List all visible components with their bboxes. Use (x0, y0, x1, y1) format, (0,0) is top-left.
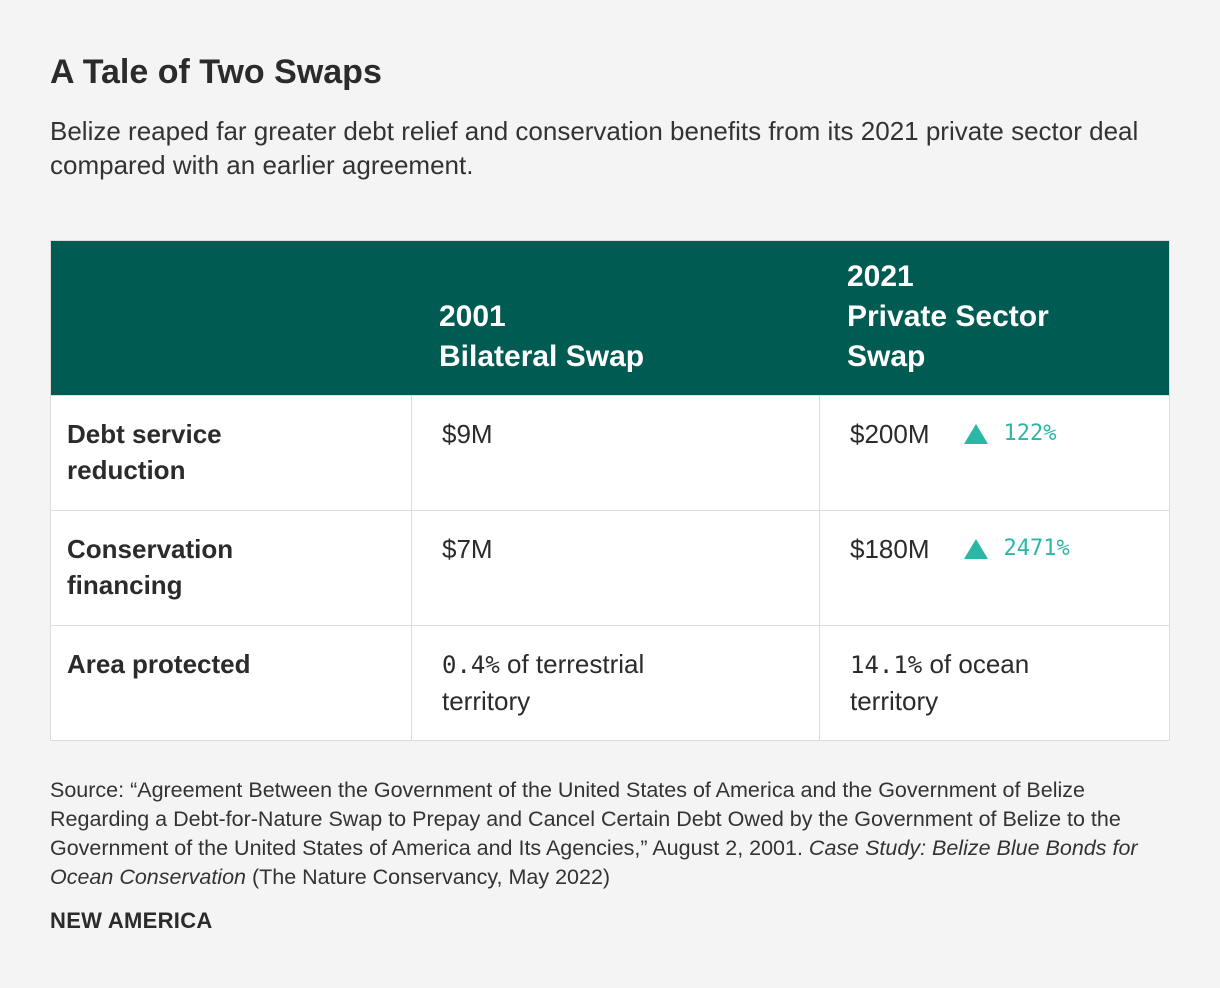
header-2001-year: 2001 (439, 300, 506, 333)
header-2021-name-line1: Private Sector (847, 300, 1049, 333)
value-2001-text1: of terrestrial (499, 649, 645, 679)
change-indicator: 2471% (963, 531, 1070, 567)
header-2021-swap: 2021 Private Sector Swap (819, 241, 1169, 395)
value-2001-percent: 0.4% (442, 651, 500, 679)
value-2021-text2: territory (850, 686, 939, 716)
value-2021: $180M (850, 534, 930, 564)
table-header: 2001 Bilateral Swap 2021 Private Sector … (51, 241, 1169, 395)
row-label-line2: financing (67, 570, 183, 600)
chart-title: A Tale of Two Swaps (50, 53, 382, 91)
table-row-debt-service: Debt service reduction $9M $200M 122% (51, 395, 1169, 510)
chart-subtitle: Belize reaped far greater debt relief an… (50, 116, 1139, 180)
value-2001-text2: territory (442, 686, 531, 716)
triangle-up-icon (963, 424, 988, 444)
change-indicator: 122% (963, 416, 1057, 452)
table-row-area-protected: Area protected 0.4% of terrestrial terri… (51, 625, 1169, 740)
source-italic-title: Case Study: Belize Blue Bonds for Ocean … (50, 836, 1138, 889)
header-2001-swap: 2001 Bilateral Swap (411, 241, 819, 395)
table-row-conservation-financing: Conservation financing $7M $180M 2471% (51, 510, 1169, 625)
source-note: Source: “Agreement Between the Governmen… (50, 776, 1180, 892)
comparison-table: 2001 Bilateral Swap 2021 Private Sector … (50, 240, 1170, 741)
row-label-line1: Debt service (67, 419, 222, 449)
row-label-line1: Conservation (67, 534, 234, 564)
change-percent: 122% (1003, 421, 1057, 446)
header-2021-name-line2: Swap (847, 340, 926, 373)
header-empty-cell (51, 241, 411, 395)
header-2021-year: 2021 (847, 260, 914, 293)
value-2021: 14.1% of ocean territory (819, 626, 1169, 740)
row-label: Conservation financing (51, 511, 411, 625)
value-2001: 0.4% of terrestrial territory (411, 626, 819, 740)
brand-logo-text: NEW AMERICA (50, 908, 213, 933)
value-2001: $7M (411, 511, 819, 625)
row-label: Area protected (51, 626, 411, 740)
header-2001-name: Bilateral Swap (439, 340, 645, 373)
source-suffix: (The Nature Conservancy, May 2022) (246, 865, 611, 889)
value-2021-percent: 14.1% (850, 651, 923, 679)
row-label: Debt service reduction (51, 396, 411, 510)
value-2021-text1: of ocean (922, 649, 1030, 679)
triangle-up-icon (963, 539, 988, 559)
value-2001: $9M (411, 396, 819, 510)
value-2021-cell: $180M 2471% (819, 511, 1169, 625)
value-2021-cell: $200M 122% (819, 396, 1169, 510)
row-label-line1: Area protected (67, 649, 251, 679)
source-prefix: Source: “Agreement Between the Governmen… (50, 778, 1121, 860)
row-label-line2: reduction (67, 455, 186, 485)
change-percent: 2471% (1003, 536, 1070, 561)
value-2021: $200M (850, 419, 930, 449)
